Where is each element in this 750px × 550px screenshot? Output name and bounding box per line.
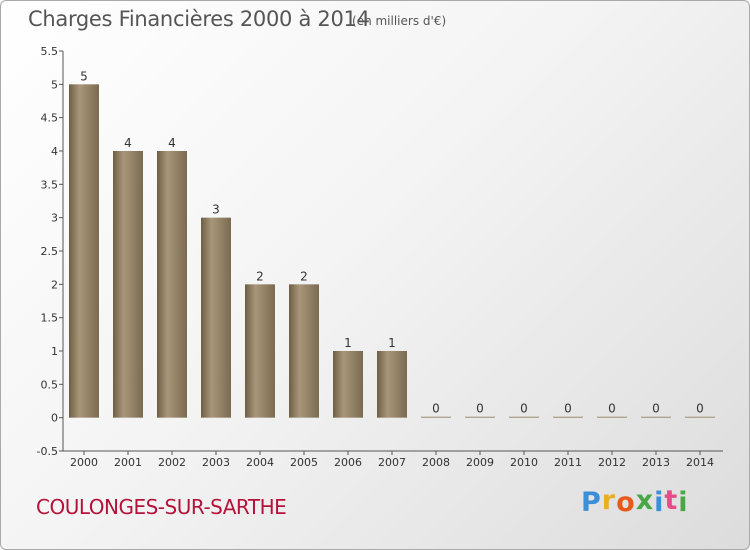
y-tick-label: 5 [51, 78, 58, 91]
bar [685, 416, 715, 418]
bar [201, 217, 231, 418]
logo-letter: P [581, 487, 602, 518]
x-tick-label: 2006 [334, 456, 362, 469]
logo-letter: o [616, 487, 636, 518]
bar [597, 416, 627, 418]
bar [289, 284, 319, 418]
y-tick-label: 0 [51, 412, 58, 425]
bar-value-label: 0 [696, 402, 704, 416]
x-tick-label: 2010 [510, 456, 538, 469]
y-tick-label: 3 [51, 212, 58, 225]
bar-value-label: 0 [564, 402, 572, 416]
chart-title: Charges Financières 2000 à 2014 [28, 7, 370, 31]
x-tick-label: 2009 [466, 456, 494, 469]
bar-value-label: 0 [608, 402, 616, 416]
bar-value-label: 1 [344, 336, 352, 350]
x-tick-label: 2014 [686, 456, 714, 469]
logo-letter: r [601, 485, 617, 516]
bar [553, 416, 583, 418]
y-tick-label: 2 [51, 278, 58, 291]
bar-value-label: 0 [652, 402, 660, 416]
bar-value-label: 4 [124, 136, 132, 150]
x-tick-label: 2012 [598, 456, 626, 469]
bar [509, 416, 539, 418]
logo-letter: x [635, 485, 655, 516]
commune-name: COULONGES-SUR-SARTHE [36, 495, 287, 519]
x-tick-label: 2003 [202, 456, 230, 469]
logo-letter: i [678, 487, 689, 518]
logo-letter: i [654, 487, 665, 518]
bar-value-label: 1 [388, 336, 396, 350]
y-tick-label: 1 [51, 345, 58, 358]
chart-subtitle: (en milliers d'€) [352, 14, 447, 28]
logo-letter: t [664, 485, 679, 516]
bar [641, 416, 671, 418]
bar-value-label: 5 [80, 69, 88, 83]
bar-value-label: 0 [520, 402, 528, 416]
y-tick-label: 3.5 [41, 178, 59, 191]
bar-value-label: 4 [168, 136, 176, 150]
y-tick-label: 4.5 [41, 112, 59, 125]
x-tick-label: 2013 [642, 456, 670, 469]
x-tick-label: 2002 [158, 456, 186, 469]
x-tick-label: 2005 [290, 456, 318, 469]
y-tick-label: 1.5 [41, 312, 59, 325]
bar [421, 416, 451, 418]
x-tick-label: 2001 [114, 456, 142, 469]
y-tick-label: 2.5 [41, 245, 59, 258]
bar-value-label: 0 [432, 402, 440, 416]
x-tick-label: 2008 [422, 456, 450, 469]
bar-value-label: 2 [256, 269, 264, 283]
y-tick-label: 4 [51, 145, 58, 158]
x-tick-label: 2007 [378, 456, 406, 469]
bar [157, 151, 187, 418]
chart-bars [69, 84, 715, 418]
bar [69, 84, 99, 418]
bar [333, 351, 363, 418]
proxiti-logo: Proxiti [581, 485, 689, 518]
bar [377, 351, 407, 418]
bar [245, 284, 275, 418]
y-tick-label: 5.5 [41, 45, 59, 58]
bar [113, 151, 143, 418]
bar-value-label: 0 [476, 402, 484, 416]
x-tick-label: 2004 [246, 456, 274, 469]
x-tick-label: 2000 [70, 456, 98, 469]
chart-data-labels: 5 4 4 3 2 2 1 1 0 0 0 0 0 0 0 [80, 69, 704, 415]
y-tick-label: 0.5 [41, 378, 59, 391]
bar [465, 416, 495, 418]
x-tick-label: 2011 [554, 456, 582, 469]
bar-value-label: 2 [300, 269, 308, 283]
bar-value-label: 3 [212, 203, 220, 217]
y-tick-label: -0.5 [37, 445, 58, 458]
